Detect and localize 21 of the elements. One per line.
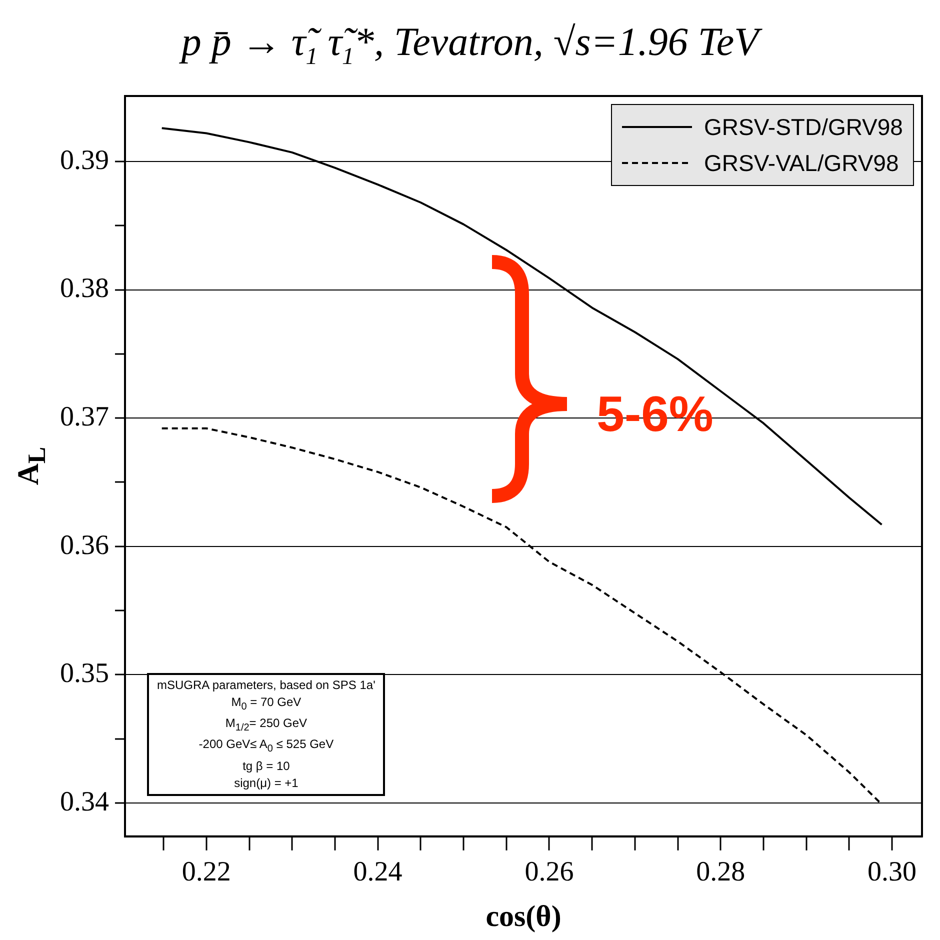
chart-title: p p̄ → τ̃$_{1}$ τ̃$_{1}$*, Tevatron, √s=1.96 TeV: [178, 18, 764, 71]
y-tick-label: 0.34: [60, 786, 109, 818]
y-tick-label: 0.39: [60, 144, 109, 176]
y-tick-label: 0.38: [60, 273, 109, 304]
x-tick-label: 0.26: [524, 856, 574, 888]
y-tick-label: 0.37: [60, 401, 109, 432]
x-tick-label: 0.22: [182, 856, 231, 888]
x-axis-title: cos(θ): [486, 900, 562, 933]
annotation: -200 GeV≤ A$_{0}$ ≤ 525 GeV: [198, 736, 335, 757]
y-tick-label: 0.35: [60, 658, 109, 690]
y-tick-label: 0.36: [60, 530, 109, 561]
annotation: M$_{1/2}$= 250 GeV: [224, 715, 308, 736]
legend-label: GRSV-VAL/GRV98: [704, 150, 899, 176]
legend-label: GRSV-STD/GRV98: [704, 114, 903, 140]
annotation: mSUGRA parameters, based on SPS 1a': [157, 676, 376, 694]
x-tick-label: 0.28: [696, 856, 746, 888]
x-tick-label: 0.30: [868, 856, 917, 888]
annotation: M$_{0}$ = 70 GeV: [230, 694, 302, 714]
annotation: tg β = 10: [242, 758, 291, 775]
x-tick-label: 0.24: [353, 856, 402, 888]
annotation: sign(μ) = +1: [233, 774, 300, 792]
